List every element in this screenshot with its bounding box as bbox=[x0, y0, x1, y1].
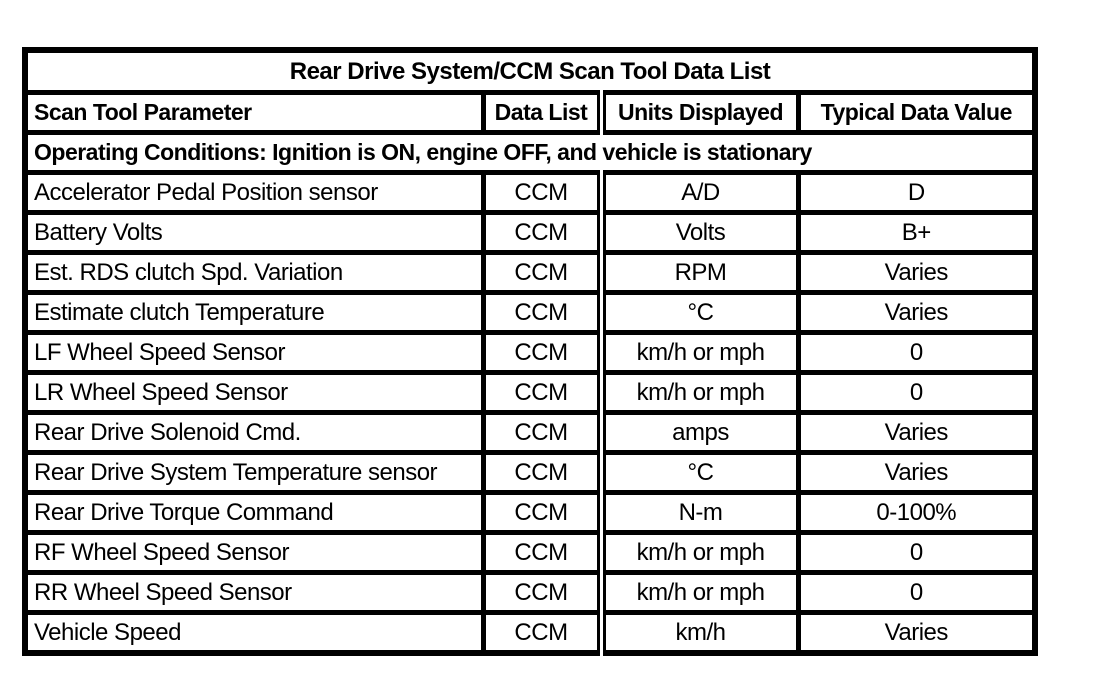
column-header-parameter: Scan Tool Parameter bbox=[22, 90, 486, 135]
units-cell: amps bbox=[596, 410, 801, 455]
title-row: Rear Drive System/CCM Scan Tool Data Lis… bbox=[22, 47, 1038, 95]
table-row: Battery Volts CCM Volts B+ bbox=[22, 210, 1038, 255]
column-header-row: Scan Tool Parameter Data List Units Disp… bbox=[22, 90, 1038, 135]
param-cell: Rear Drive Torque Command bbox=[22, 490, 486, 535]
units-cell: N-m bbox=[596, 490, 801, 535]
param-cell: Est. RDS clutch Spd. Variation bbox=[22, 250, 486, 295]
value-cell: D bbox=[795, 170, 1038, 215]
table-row: Rear Drive System Temperature sensor CCM °… bbox=[22, 450, 1038, 495]
data-list-cell: CCM bbox=[480, 250, 604, 295]
units-cell: A/D bbox=[596, 170, 801, 215]
table-row: Vehicle Speed CCM km/h Varies bbox=[22, 610, 1038, 656]
param-cell: LR Wheel Speed Sensor bbox=[22, 370, 486, 415]
table-row: LF Wheel Speed Sensor CCM km/h or mph 0 bbox=[22, 330, 1038, 375]
data-list-cell: CCM bbox=[480, 610, 604, 656]
value-cell: 0 bbox=[795, 530, 1038, 575]
value-cell: 0 bbox=[795, 570, 1038, 615]
data-list-cell: CCM bbox=[480, 490, 604, 535]
data-list-cell: CCM bbox=[480, 290, 604, 335]
data-list-cell: CCM bbox=[480, 210, 604, 255]
param-cell: RF Wheel Speed Sensor bbox=[22, 530, 486, 575]
param-cell: Accelerator Pedal Position sensor bbox=[22, 170, 486, 215]
value-cell: Varies bbox=[795, 290, 1038, 335]
column-header-data-list: Data List bbox=[480, 90, 604, 135]
table-row: Est. RDS clutch Spd. Variation CCM RPM Vari… bbox=[22, 250, 1038, 295]
units-cell: km/h or mph bbox=[596, 330, 801, 375]
value-cell: Varies bbox=[795, 610, 1038, 656]
units-cell: °C bbox=[596, 450, 801, 495]
table-row: RF Wheel Speed Sensor CCM km/h or mph 0 bbox=[22, 530, 1038, 575]
table-row: RR Wheel Speed Sensor CCM km/h or mph 0 bbox=[22, 570, 1038, 615]
data-list-cell: CCM bbox=[480, 530, 604, 575]
table-row: Rear Drive Torque Command CCM N-m 0-100% bbox=[22, 490, 1038, 535]
operating-conditions-row: Operating Conditions: Ignition is ON, en… bbox=[22, 130, 1038, 175]
param-cell: Vehicle Speed bbox=[22, 610, 486, 656]
value-cell: 0-100% bbox=[795, 490, 1038, 535]
param-cell: Rear Drive Solenoid Cmd. bbox=[22, 410, 486, 455]
data-list-cell: CCM bbox=[480, 330, 604, 375]
data-list-cell: CCM bbox=[480, 170, 604, 215]
units-cell: km/h or mph bbox=[596, 530, 801, 575]
value-cell: Varies bbox=[795, 250, 1038, 295]
column-header-typical-value: Typical Data Value bbox=[795, 90, 1038, 135]
units-cell: Volts bbox=[596, 210, 801, 255]
units-cell: km/h or mph bbox=[596, 570, 801, 615]
table-row: Accelerator Pedal Position sensor CCM A/D D bbox=[22, 170, 1038, 215]
units-cell: RPM bbox=[596, 250, 801, 295]
value-cell: 0 bbox=[795, 330, 1038, 375]
scan-tool-data-table: Rear Drive System/CCM Scan Tool Data Lis… bbox=[22, 47, 1039, 656]
table-title: Rear Drive System/CCM Scan Tool Data Lis… bbox=[22, 47, 1038, 95]
value-cell: B+ bbox=[795, 210, 1038, 255]
table-row: Estimate clutch Temperature CCM °C Varies bbox=[22, 290, 1038, 335]
param-cell: Battery Volts bbox=[22, 210, 486, 255]
table-row: LR Wheel Speed Sensor CCM km/h or mph 0 bbox=[22, 370, 1038, 415]
data-list-cell: CCM bbox=[480, 570, 604, 615]
param-cell: RR Wheel Speed Sensor bbox=[22, 570, 486, 615]
column-header-units: Units Displayed bbox=[596, 90, 801, 135]
table-row: Rear Drive Solenoid Cmd. CCM amps Varies bbox=[22, 410, 1038, 455]
value-cell: 0 bbox=[795, 370, 1038, 415]
value-cell: Varies bbox=[795, 410, 1038, 455]
data-list-cell: CCM bbox=[480, 410, 604, 455]
data-list-cell: CCM bbox=[480, 450, 604, 495]
data-list-cell: CCM bbox=[480, 370, 604, 415]
units-cell: km/h bbox=[596, 610, 801, 656]
param-cell: Rear Drive System Temperature sensor bbox=[22, 450, 486, 495]
table-body: Accelerator Pedal Position sensor CCM A/D D… bbox=[22, 170, 1038, 656]
param-cell: LF Wheel Speed Sensor bbox=[22, 330, 486, 375]
value-cell: Varies bbox=[795, 450, 1038, 495]
units-cell: °C bbox=[596, 290, 801, 335]
units-cell: km/h or mph bbox=[596, 370, 801, 415]
operating-conditions-text: Operating Conditions: Ignition is ON, en… bbox=[22, 130, 1038, 175]
scan-tool-data-table-container: Rear Drive System/CCM Scan Tool Data Lis… bbox=[22, 47, 1039, 656]
param-cell: Estimate clutch Temperature bbox=[22, 290, 486, 335]
